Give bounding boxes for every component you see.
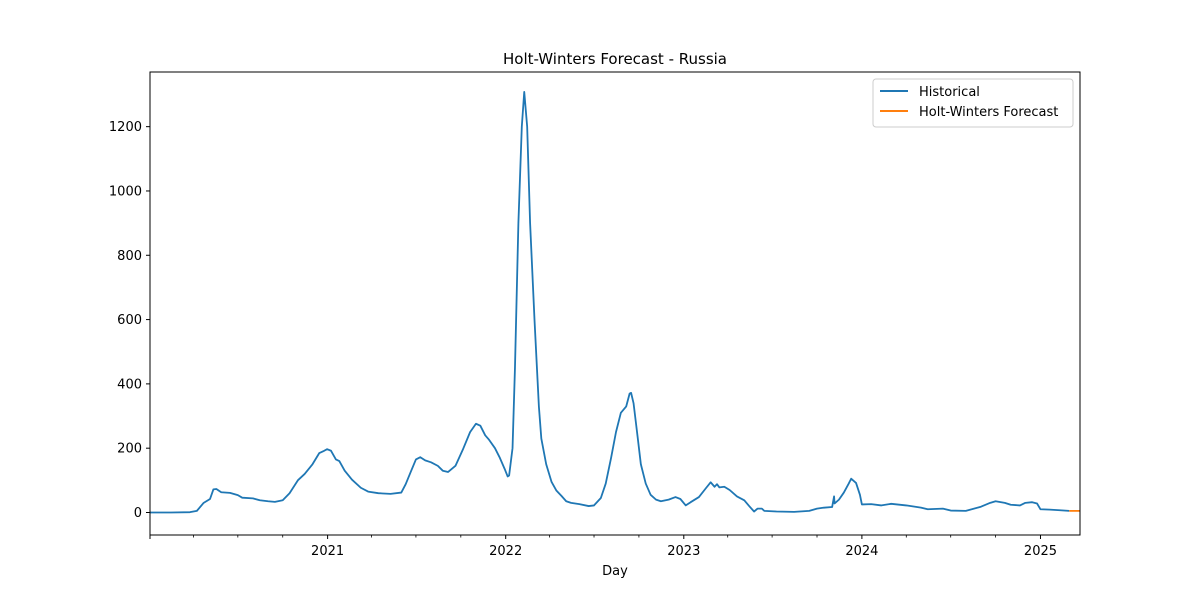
legend-frame [872,78,1074,128]
y-tick-label: 200 [117,442,142,457]
legend-label-forecast: Holt-Winters Forecast [919,105,1058,120]
legend: Historical Holt-Winters Forecast [872,78,1074,128]
y-tick-label: 1000 [109,184,142,199]
x-axis-label: Day [602,564,628,579]
legend-label-historical: Historical [919,85,980,100]
x-tick-label: 2021 [311,544,344,559]
series-line-historical [150,91,1070,514]
x-axis: 2021 2022 2023 2024 2025 [149,535,1057,559]
x-tick-label: 2022 [489,544,522,559]
y-tick-label: 400 [117,377,142,392]
y-axis: 0 200 400 600 800 1000 1200 [109,120,150,521]
x-tick-label: 2024 [845,544,878,559]
y-tick-label: 0 [134,506,142,521]
chart-title: Holt-Winters Forecast - Russia [503,50,727,68]
plot-area [150,91,1080,514]
x-tick-label: 2023 [667,544,700,559]
y-tick-label: 1200 [109,120,142,135]
y-tick-label: 800 [117,249,142,264]
x-tick-label: 2025 [1024,544,1057,559]
y-tick-label: 600 [117,313,142,328]
axes-frame [149,71,1081,536]
